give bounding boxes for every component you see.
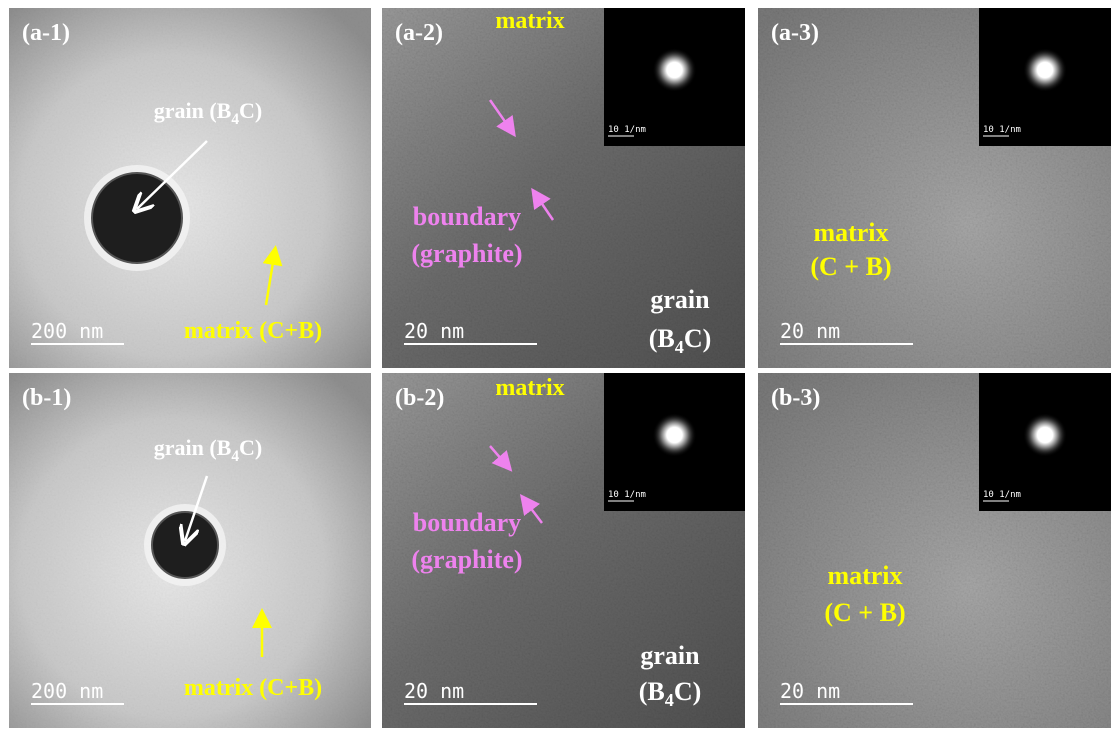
annotation: matrix	[495, 8, 564, 34]
annotation-text: C)	[674, 677, 701, 706]
annotation: boundary	[413, 202, 521, 231]
annotation: matrix (C+B)	[184, 318, 322, 344]
annotation: (C + B)	[810, 252, 891, 281]
panel-label: (a-1)	[22, 20, 70, 46]
scale-bar-label: 20 nm	[404, 679, 464, 703]
panel-label: (b-2)	[395, 385, 444, 411]
inset-scale-label: 10 1/nm	[608, 125, 646, 135]
annotation: matrix	[495, 375, 564, 401]
scale-bar-label: 20 nm	[404, 319, 464, 343]
annotation-text: boundary	[413, 508, 521, 537]
annotation-text: matrix (C+B)	[184, 318, 322, 344]
annotation-text: C)	[684, 324, 711, 353]
grain-particle	[152, 512, 218, 578]
annotation-text: (C + B)	[824, 598, 905, 627]
annotation-text: (B	[649, 324, 675, 353]
annotation: (graphite)	[411, 239, 522, 268]
subscript: 4	[675, 337, 684, 357]
panel-label: (b-1)	[22, 385, 71, 411]
annotation: matrix	[813, 218, 888, 247]
annotation-text: grain	[640, 641, 700, 670]
scale-bar-label: 20 nm	[780, 319, 840, 343]
scale-bar-label: 200 nm	[31, 679, 103, 703]
scale-bar-label: 200 nm	[31, 319, 103, 343]
texture	[9, 8, 371, 368]
annotation: (graphite)	[411, 545, 522, 574]
annotation-text: (C + B)	[810, 252, 891, 281]
diffraction-spot	[653, 413, 697, 457]
panel: 10 1/nm (a-2) 20 nm matrix boundary (graphite…	[382, 8, 745, 368]
panel: 10 1/nm (b-2) 20 nm matrix boundary (graphite…	[382, 373, 745, 728]
inset-scale-label: 10 1/nm	[983, 490, 1021, 500]
annotation-text: (graphite)	[411, 545, 522, 574]
panel-label: (a-2)	[395, 20, 443, 46]
annotation-text: C)	[239, 435, 262, 460]
inset-scale-label: 10 1/nm	[608, 490, 646, 500]
annotation-text: boundary	[413, 202, 521, 231]
grain-particle	[92, 173, 182, 263]
panel-label: (b-3)	[771, 385, 820, 411]
annotation: (C + B)	[824, 598, 905, 627]
annotation: matrix	[827, 561, 902, 590]
annotation-text: matrix (C+B)	[184, 675, 322, 701]
panel: 10 1/nm (a-3) 20 nm matrix (C + B)	[758, 8, 1111, 368]
annotation-text: grain	[650, 285, 710, 314]
inset-scale-label: 10 1/nm	[983, 125, 1021, 135]
panel-label: (a-3)	[771, 20, 819, 46]
annotation-text: matrix	[813, 218, 888, 247]
annotation: boundary	[413, 508, 521, 537]
scale-bar-label: 20 nm	[780, 679, 840, 703]
annotation: grain	[650, 285, 710, 314]
annotation-text: C)	[239, 98, 262, 123]
diffraction-spot	[1023, 413, 1067, 457]
subscript: 4	[665, 690, 674, 710]
figure: (a-1)200 nmgrain (B4C)matrix (C+B)10 1/n…	[0, 0, 1111, 729]
annotation-text: matrix	[495, 375, 564, 401]
panel: 10 1/nm (b-3) 20 nm matrix (C + B)	[758, 373, 1111, 728]
diffraction-spot	[1023, 48, 1067, 92]
annotation: grain	[640, 641, 700, 670]
annotation-text: matrix	[495, 8, 564, 34]
annotation-text: grain (B	[154, 98, 232, 123]
annotation-text: matrix	[827, 561, 902, 590]
annotation: matrix (C+B)	[184, 675, 322, 701]
diffraction-spot	[653, 48, 697, 92]
annotation-text: grain (B	[154, 435, 232, 460]
annotation-text: (graphite)	[411, 239, 522, 268]
annotation-text: (B	[639, 677, 665, 706]
